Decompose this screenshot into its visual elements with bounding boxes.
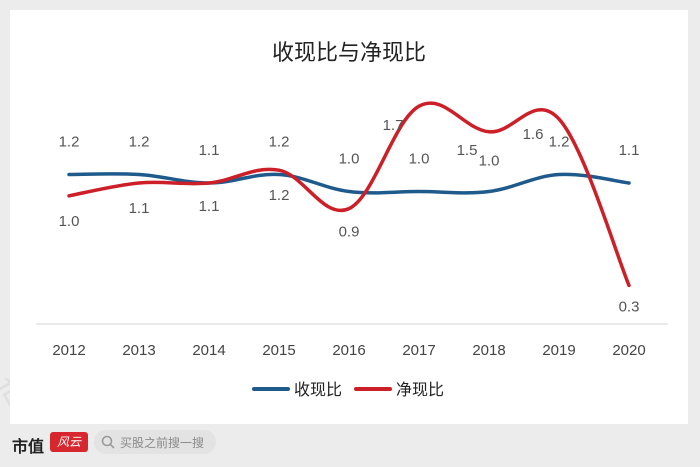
x-tick-label: 2018 bbox=[472, 342, 505, 359]
brand-logo-mark: 风云 bbox=[50, 432, 88, 452]
legend-label-1: 净现比 bbox=[396, 381, 444, 399]
data-label: 1.0 bbox=[59, 213, 80, 230]
data-label: 1.2 bbox=[129, 134, 150, 151]
series-line-0 bbox=[67, 172, 631, 195]
chart-svg: 收现比与净现比 1.2 1.2 1.1 1.21.0 1.0 1.01.2 1.11.01.… bbox=[10, 10, 688, 424]
data-label: 1.6 bbox=[523, 126, 544, 143]
chart-background bbox=[10, 10, 688, 424]
data-label: 1.0 bbox=[339, 151, 360, 168]
data-label: 1.2 bbox=[59, 134, 80, 151]
x-tick-label: 2020 bbox=[612, 342, 645, 359]
x-tick-label: 2016 bbox=[332, 342, 365, 359]
data-label: 1.1 bbox=[129, 200, 150, 217]
data-label: 1.2 bbox=[549, 134, 570, 151]
data-label: 1.7 bbox=[383, 117, 404, 134]
series-line-1 bbox=[67, 101, 631, 288]
data-label: 1.2 bbox=[269, 187, 290, 204]
footer-bar: 市值 风云 买股之前搜一搜 bbox=[0, 425, 700, 467]
data-label: 1.1 bbox=[199, 142, 220, 159]
data-label: 0.3 bbox=[619, 298, 640, 315]
x-tick-label: 2015 bbox=[262, 342, 295, 359]
data-label: 1.2 bbox=[269, 134, 290, 151]
x-tick-label: 2017 bbox=[402, 342, 435, 359]
x-tick-label: 2012 bbox=[52, 342, 85, 359]
data-label: 1.0 bbox=[479, 153, 500, 170]
search-icon bbox=[101, 435, 115, 449]
search-box[interactable]: 买股之前搜一搜 bbox=[94, 430, 216, 454]
legend-label-0: 收现比 bbox=[294, 381, 342, 399]
search-placeholder: 买股之前搜一搜 bbox=[120, 436, 205, 450]
data-label: 1.1 bbox=[199, 198, 220, 215]
data-label: 1.5 bbox=[457, 142, 478, 159]
data-label: 1.0 bbox=[409, 151, 430, 168]
data-label: 0.9 bbox=[339, 224, 360, 241]
chart-title: 收现比与净现比 bbox=[272, 40, 426, 65]
x-tick-label: 2019 bbox=[542, 342, 575, 359]
x-tick-label: 2014 bbox=[192, 342, 225, 359]
x-tick-label: 2013 bbox=[122, 342, 155, 359]
brand-logo-text: 市值 bbox=[12, 437, 45, 456]
data-label: 1.1 bbox=[619, 142, 640, 159]
